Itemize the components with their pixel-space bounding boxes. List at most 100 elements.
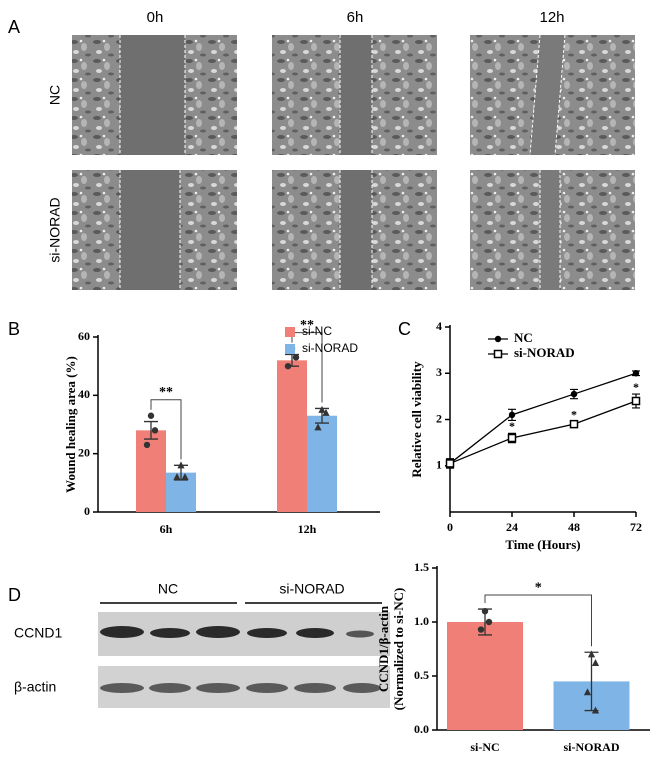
significance-label: ** <box>300 318 314 333</box>
y-axis-label: CCND1/β-actin <box>376 605 391 692</box>
y-tick-label: 1.0 <box>414 614 429 628</box>
column-label: 6h <box>347 9 364 26</box>
legend-swatch <box>285 327 295 337</box>
point <box>477 626 485 633</box>
y-tick-label: 20 <box>78 445 90 459</box>
panel-label: B <box>8 319 20 339</box>
panel-label: D <box>8 585 21 605</box>
protein-label: CCND1 <box>14 625 62 641</box>
point <box>177 461 185 469</box>
y-tick-label: 1 <box>436 458 442 472</box>
point <box>445 459 455 468</box>
wound-gap <box>340 35 372 155</box>
point <box>583 688 592 696</box>
point <box>284 362 292 370</box>
point <box>591 659 600 667</box>
y-tick-label: 3 <box>436 365 442 379</box>
y-axis-label: Wound healing area (%) <box>63 356 78 493</box>
line <box>449 372 637 464</box>
group-label: NC <box>158 581 178 597</box>
point <box>507 433 517 443</box>
legend-label: si-NC <box>302 324 332 338</box>
point <box>181 473 189 480</box>
y-tick-label: 2 <box>436 411 442 425</box>
legend-label: si-NORAD <box>302 341 358 355</box>
point <box>591 706 600 714</box>
point <box>318 405 326 413</box>
point <box>494 335 502 343</box>
x-tick-label: si-NORAD <box>564 740 620 754</box>
point <box>292 354 300 361</box>
panel-label: A <box>8 17 20 37</box>
point <box>143 441 151 449</box>
protein-label: β-actin <box>14 679 56 695</box>
x-tick-label: 72 <box>630 520 642 534</box>
error-bar <box>144 420 158 440</box>
point <box>485 618 493 626</box>
y-tick-label: 4 <box>436 319 442 333</box>
x-tick-label: 6h <box>160 522 173 536</box>
point <box>569 419 579 429</box>
legend-swatch <box>285 344 295 354</box>
y-tick-label: 0.5 <box>414 668 429 682</box>
column-label: 12h <box>539 9 564 26</box>
y-tick-label: 1.5 <box>414 560 429 574</box>
point <box>508 411 516 419</box>
point <box>493 349 503 359</box>
row-label: si-NORAD <box>47 197 63 262</box>
bands <box>100 683 381 693</box>
significance-label: * <box>509 419 515 433</box>
y-axis-label: (Normalized to si-NC) <box>391 588 406 711</box>
point <box>587 650 596 658</box>
column-label: 0h <box>147 9 164 26</box>
wound-gap <box>120 35 185 155</box>
wound-gap <box>540 170 560 290</box>
bar <box>277 360 307 512</box>
point <box>481 608 489 615</box>
row-label: NC <box>47 85 63 105</box>
significance-label: * <box>633 380 639 394</box>
legend-label: si-NORAD <box>514 345 575 360</box>
x-tick-label: 48 <box>568 520 580 534</box>
significance-label: * <box>571 408 577 422</box>
point <box>322 408 330 416</box>
wound-edges <box>119 34 566 290</box>
x-axis-label: Time (Hours) <box>505 537 580 552</box>
y-tick-label: 0 <box>84 504 90 518</box>
x-tick-label: si-NC <box>470 740 499 754</box>
bar <box>307 415 337 512</box>
panel-label: C <box>398 319 411 339</box>
x-tick-label: 12h <box>298 522 317 536</box>
x-tick-label: 0 <box>447 520 453 534</box>
bar <box>136 430 166 512</box>
blot-strip <box>98 612 390 656</box>
point <box>151 427 159 434</box>
point <box>173 473 181 480</box>
wound-gap <box>120 170 180 290</box>
significance-label: * <box>535 580 542 595</box>
y-tick-label: 60 <box>78 329 90 343</box>
y-tick-label: 40 <box>78 387 90 401</box>
significance-bracket <box>291 332 323 403</box>
point <box>314 423 322 431</box>
significance-bracket <box>150 399 182 460</box>
legend-label: NC <box>514 330 533 345</box>
point <box>631 396 641 406</box>
point <box>147 412 155 419</box>
wound-gap <box>340 170 372 290</box>
point <box>632 370 640 377</box>
microscopy-grid <box>72 34 635 290</box>
x-tick-label: 24 <box>506 520 518 534</box>
bands <box>100 626 374 638</box>
blot-strip <box>98 666 390 708</box>
wound-gap <box>530 35 565 155</box>
group-label: si-NORAD <box>279 581 344 597</box>
significance-label: ** <box>159 385 173 400</box>
line <box>449 400 637 465</box>
y-tick-label: 0.0 <box>414 722 429 736</box>
significance-bracket <box>484 594 592 647</box>
y-axis-label: Relative cell viability <box>409 361 424 478</box>
bar <box>447 622 523 730</box>
western-blot <box>98 602 390 708</box>
